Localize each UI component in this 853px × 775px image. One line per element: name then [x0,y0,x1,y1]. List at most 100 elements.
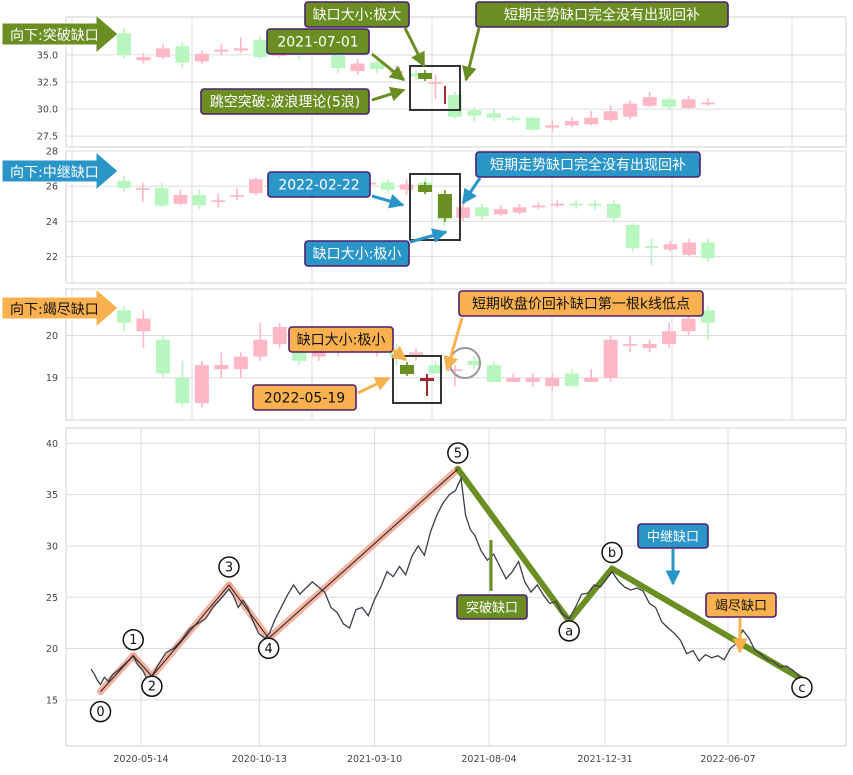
candle-body [175,377,190,404]
candle-body [603,339,618,378]
annotation-arrow [357,376,391,395]
candle-body [428,365,443,374]
gap-type-tag-runaway: 向下:中继缺口 [1,150,119,192]
label-box [637,523,709,549]
candle [194,50,209,64]
wave-segment [454,466,573,624]
y-tick-label: 30.0 [37,105,58,116]
candle-body [564,121,579,126]
candle [456,203,470,222]
wave-label: 3 [225,560,233,575]
price-wave-panel: 2020-05-14 2020-10-13 2021-03-10 2021-08-04… [46,427,847,765]
candle [467,106,482,123]
candle [272,322,287,349]
panel-frame [65,150,847,284]
candle-body [531,205,546,208]
wave-marker [447,442,469,464]
candle [175,41,190,68]
candle [116,305,132,332]
tag-arrow [1,13,119,55]
wave-guide [132,655,153,677]
candle-body [493,209,508,215]
candle-body [214,365,229,370]
annotation-arrow [371,86,406,102]
wave-marker [791,676,813,699]
annotation-gap-note: 短期收盘价回补缺口第一根k线低点 [458,290,704,317]
wave-label: 2 [148,680,156,695]
wave-label: c [798,681,805,696]
wave-point-0: 0 [89,700,112,723]
candle [603,105,618,123]
candle-body [408,73,424,77]
candle-body [155,339,170,374]
wave-guide [228,584,270,639]
candle [192,189,207,210]
candle-body [681,99,696,108]
candle-body [682,242,696,255]
candle-body [408,352,424,357]
candle [117,175,131,192]
candle [564,369,579,387]
candle-body [155,48,170,58]
candle [506,373,521,382]
label-text: 缺口大小:极小 [297,333,386,349]
candle-body [467,360,482,366]
candle [230,187,244,201]
label-text: 短期走势缺口完全没有出现回补 [490,157,686,174]
candle [506,115,521,123]
candle-body [399,184,414,190]
tag-arrow [1,150,119,192]
wave-marker [89,700,112,723]
wave-label: b [608,546,616,561]
y-tick-label: 24 [46,217,58,228]
tag-text: 向下:中继缺口 [10,165,99,181]
candle-body [475,207,489,217]
candle [408,70,424,80]
y-tick-label: 22 [46,252,58,263]
candle [662,322,677,349]
candle-body [331,54,346,68]
label-box [252,384,357,411]
annotation-gap-size: 缺口大小:极小 [288,326,394,353]
label-text: 短期走势缺口完全没有出现回补 [504,7,700,24]
candle-body [607,203,621,218]
candle-body [525,117,540,130]
candle-body [644,246,659,248]
wave-marker [218,556,240,578]
candle-body [253,39,268,58]
candle [564,116,579,128]
candle [154,182,169,208]
wave-point-3: 3 [218,556,240,578]
y-tick-label: 32.5 [37,78,58,89]
label-text: 中继缺口 [647,530,699,545]
wave-guide [100,655,134,692]
x-tick-label: 2021-12-31 [577,754,632,765]
candle-panel-1: 27.5 30.0 32.5 35.0 [37,16,847,148]
wave-label: 4 [265,642,273,657]
candle-body [625,224,640,248]
gap-type-tag-exhaustion: 向下:竭尽缺口 [1,287,119,329]
candle [350,59,365,75]
annotation-arrow [390,345,408,362]
label-text: 突破缺口 [466,600,518,616]
label-box [267,171,371,198]
candle [550,200,565,208]
annotation-gap-size: 缺口大小:极小 [304,240,410,267]
x-tick-label: 2020-05-14 [113,754,168,765]
label-box [266,28,370,55]
candle-body [456,207,470,218]
candle [493,205,508,217]
annotation-gap-note: 短期走势缺口完全没有出现回补 [475,1,729,28]
candle [486,109,501,121]
candle-body [623,103,638,117]
candle-body [211,200,225,203]
label-text: 缺口大小:极大 [313,8,402,24]
candle-body [603,111,618,120]
candle [531,202,546,210]
y-tick-label: 26 [46,182,58,193]
candle [701,239,715,262]
label-box [475,1,729,28]
candle [214,44,229,55]
y-tick-label: 30 [46,541,58,552]
